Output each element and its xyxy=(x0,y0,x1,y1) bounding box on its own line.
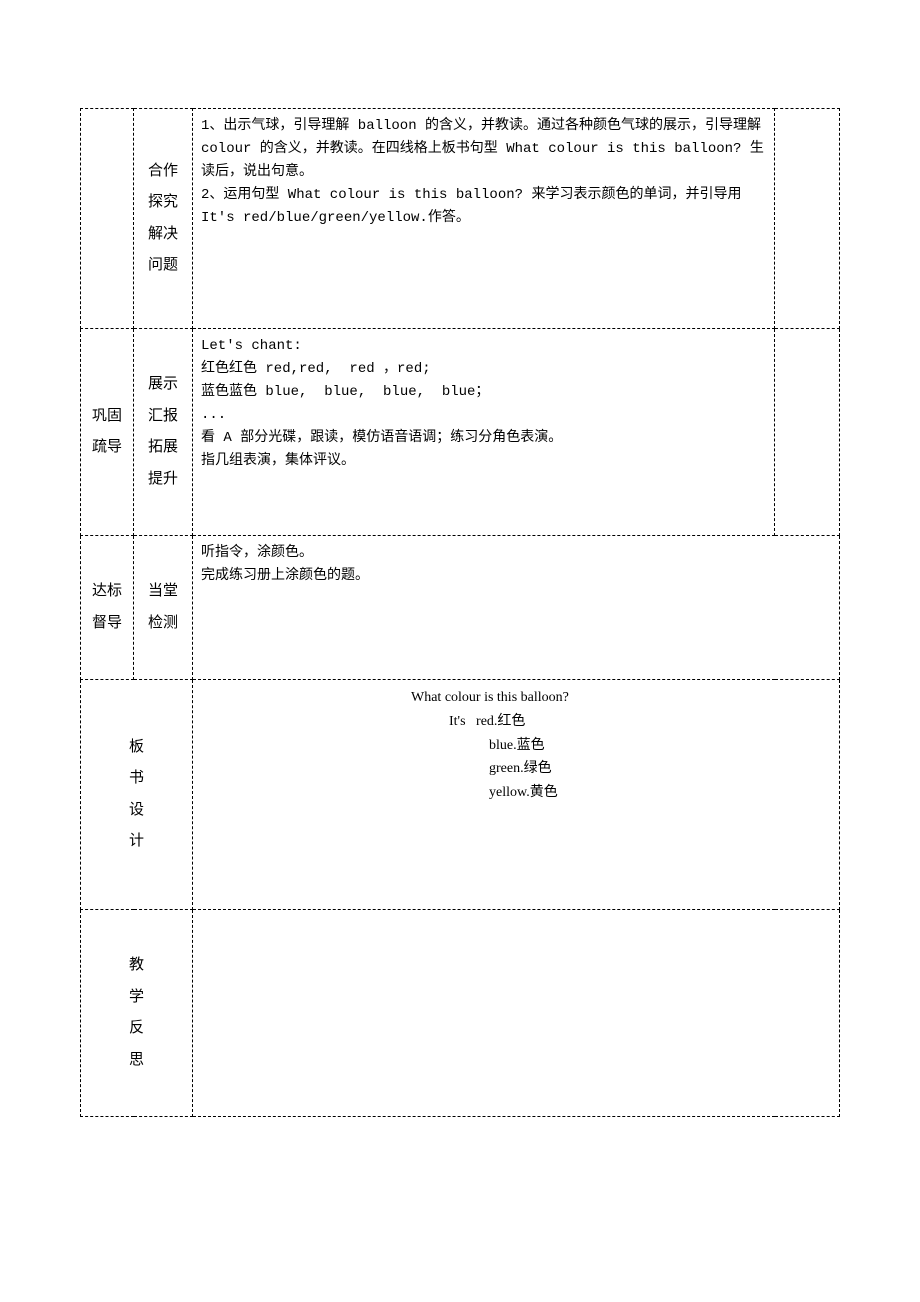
row3-content: 听指令，涂颜色。完成练习册上涂颜色的题。 xyxy=(201,542,831,588)
row2-colB: 展示汇报拓展提升 xyxy=(134,329,193,536)
board-item-zh: 黄色 xyxy=(530,785,558,800)
row2-colA-label: 巩固疏导 xyxy=(89,401,125,464)
row2-content-cell: Let's chant:红色红色 red,red, red ，red;蓝色蓝色 … xyxy=(193,329,775,536)
lesson-plan-table: 合作探究解决问题 1、出示气球，引导理解 balloon 的含义，并教读。通过各… xyxy=(80,108,840,1117)
row4-content-cell: What colour is this balloon? It's red.红色… xyxy=(193,680,840,910)
row2-colB-label: 展示汇报拓展提升 xyxy=(148,369,178,495)
board-item-en: red. xyxy=(476,714,497,729)
table-row: 教学反思 xyxy=(81,910,840,1117)
row1-colD-empty xyxy=(775,109,840,329)
row1-content: 1、出示气球，引导理解 balloon 的含义，并教读。通过各种颜色气球的展示，… xyxy=(201,115,766,230)
row1-content-cell: 1、出示气球，引导理解 balloon 的含义，并教读。通过各种颜色气球的展示，… xyxy=(193,109,775,329)
row1-colB-label: 合作探究解决问题 xyxy=(148,156,178,282)
row5-content-cell xyxy=(193,910,840,1117)
row2-colA: 巩固疏导 xyxy=(81,329,134,536)
row4-colB-label: 板书设计 xyxy=(129,732,144,858)
board-item-en: yellow. xyxy=(489,785,530,800)
board-title: What colour is this balloon? xyxy=(411,690,569,705)
board-its: It's xyxy=(449,714,466,729)
lesson-plan-page: 合作探究解决问题 1、出示气球，引导理解 balloon 的含义，并教读。通过各… xyxy=(0,0,920,1177)
board-item-zh: 红色 xyxy=(497,714,525,729)
row5-colB: 教学反思 xyxy=(81,910,193,1117)
row1-colB: 合作探究解决问题 xyxy=(134,109,193,329)
blackboard-design: What colour is this balloon? It's red.红色… xyxy=(201,686,831,805)
row2-content: Let's chant:红色红色 red,red, red ，red;蓝色蓝色 … xyxy=(201,335,766,474)
row4-colB: 板书设计 xyxy=(81,680,193,910)
row1-colA-empty xyxy=(81,109,134,329)
row2-colD-empty xyxy=(775,329,840,536)
table-row: 巩固疏导 展示汇报拓展提升 Let's chant:红色红色 red,red, … xyxy=(81,329,840,536)
row3-colA-label: 达标督导 xyxy=(89,576,125,639)
table-row: 板书设计 What colour is this balloon? It's r… xyxy=(81,680,840,910)
row5-colB-label: 教学反思 xyxy=(129,950,144,1076)
row3-colA: 达标督导 xyxy=(81,536,134,680)
table-row: 达标督导 当堂检测 听指令，涂颜色。完成练习册上涂颜色的题。 xyxy=(81,536,840,680)
board-item-zh: 绿色 xyxy=(524,761,552,776)
table-row: 合作探究解决问题 1、出示气球，引导理解 balloon 的含义，并教读。通过各… xyxy=(81,109,840,329)
row3-colB: 当堂检测 xyxy=(134,536,193,680)
board-item-zh: 蓝色 xyxy=(517,738,545,753)
board-item-en: green. xyxy=(489,761,524,776)
board-item-en: blue. xyxy=(489,738,517,753)
row3-colB-label: 当堂检测 xyxy=(148,576,178,639)
row3-content-cell: 听指令，涂颜色。完成练习册上涂颜色的题。 xyxy=(193,536,840,680)
